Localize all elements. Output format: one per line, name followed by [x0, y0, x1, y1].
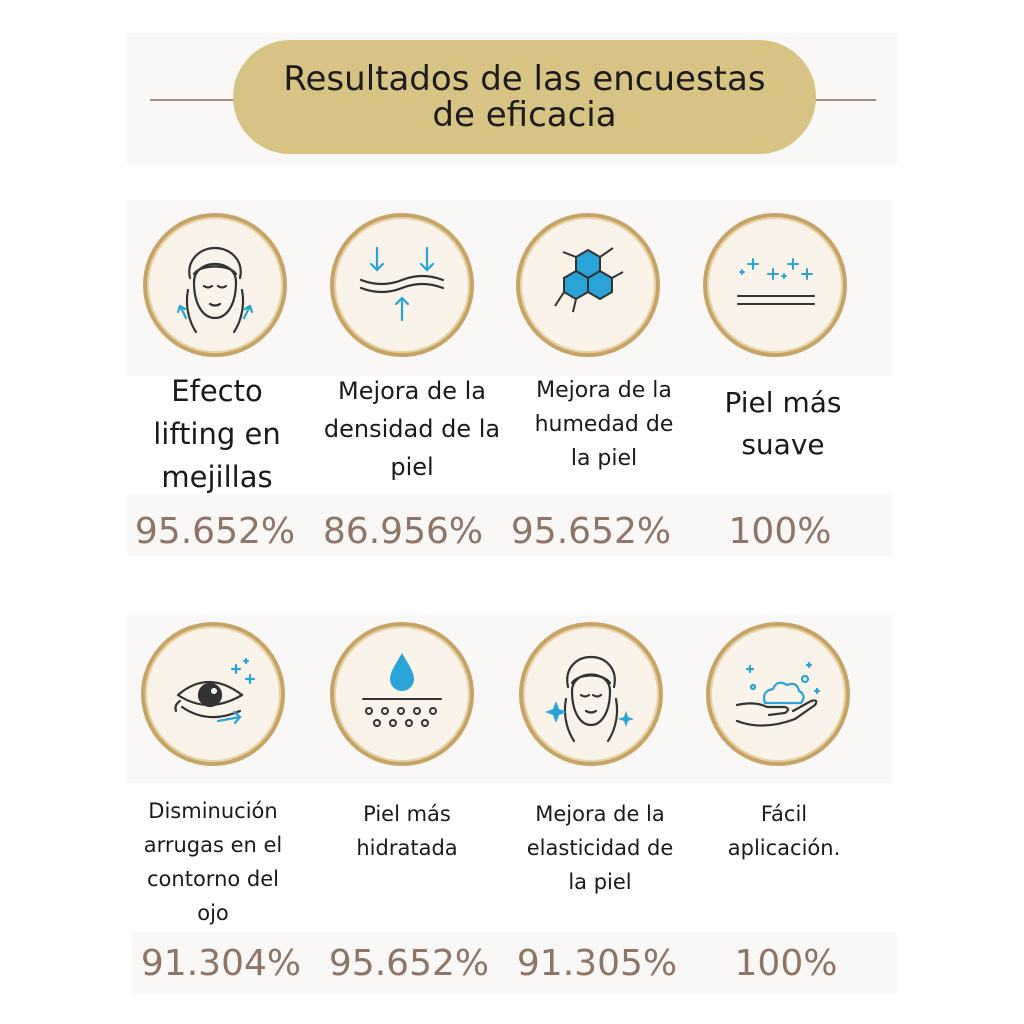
label-soft-skin: Piel más suave	[724, 386, 842, 461]
face-sparkle-icon	[519, 622, 663, 766]
percent-easy-application: 100%	[734, 943, 838, 984]
percent-elasticity: 91.305%	[516, 943, 678, 984]
label-elasticity: Mejora de la elasticidad de la piel	[526, 802, 674, 894]
face-lifting-icon	[143, 213, 287, 357]
percent-eye-wrinkles: 91.304%	[140, 943, 302, 984]
percent-lifting: 95.652%	[134, 511, 296, 552]
water-drop-skin-icon	[330, 622, 474, 766]
title-banner: Resultados de las encuestas de eficacia	[233, 40, 816, 154]
label-eye-wrinkles: Disminución arrugas en el contorno del o…	[143, 799, 283, 925]
label-lifting: Efecto lifting en mejillas	[153, 374, 281, 494]
label-density: Mejora de la densidad de la piel	[323, 377, 501, 481]
header-rule-right	[800, 99, 876, 101]
page-title: Resultados de las encuestas de eficacia	[283, 59, 766, 135]
row1-percent-panel	[127, 494, 892, 556]
percent-soft-skin: 100%	[728, 511, 832, 552]
hand-foam-icon	[706, 622, 850, 766]
skin-density-icon	[330, 213, 474, 357]
percent-hydrated: 95.652%	[328, 943, 490, 984]
smooth-skin-sparkle-icon	[703, 213, 847, 357]
header-rule-left	[150, 99, 250, 101]
row2-percent-panel	[132, 932, 897, 994]
label-hydrated: Piel más hidratada	[356, 802, 458, 860]
label-moisture: Mejora de la humedad de la piel	[534, 378, 674, 471]
percent-moisture: 95.652%	[510, 511, 672, 552]
molecule-hexagon-icon	[516, 213, 660, 357]
label-easy-application: Fácil aplicación.	[727, 802, 841, 860]
eye-wrinkle-icon	[141, 622, 285, 766]
percent-density: 86.956%	[322, 511, 484, 552]
